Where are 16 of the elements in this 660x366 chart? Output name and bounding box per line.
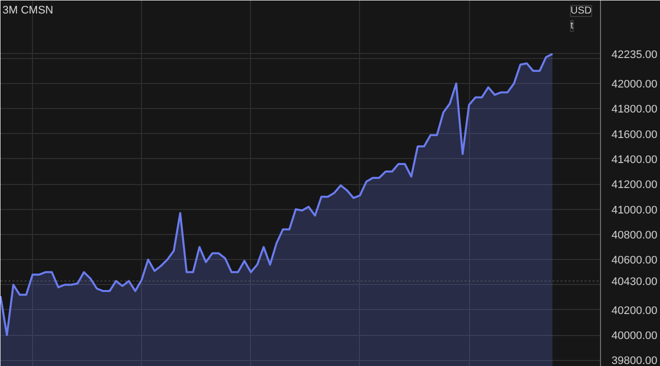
y-tick-label: 40800.00 xyxy=(612,229,658,242)
y-tick-label: 40000.00 xyxy=(612,330,658,342)
chart-title: 3M CMSN xyxy=(2,4,54,16)
text: t xyxy=(570,20,574,32)
y-tick-label: 42000.00 xyxy=(612,78,658,91)
y-tick-label: 41800.00 xyxy=(612,104,658,116)
ref-line-label: 40430.00 xyxy=(612,276,658,288)
y-tick-label: 40200.00 xyxy=(612,304,658,317)
y-tick-label: 41600.00 xyxy=(612,128,658,141)
y-tick-label: 41000.00 xyxy=(612,204,658,216)
y-tick-label: 41400.00 xyxy=(612,154,658,166)
y-tick-label: 42235.00 xyxy=(612,48,658,61)
y-tick-label: 39800.00 xyxy=(612,355,658,366)
y-tick-label: 40600.00 xyxy=(612,254,658,267)
text: USD xyxy=(570,6,592,16)
y-tick-label: 41200.00 xyxy=(612,179,658,192)
